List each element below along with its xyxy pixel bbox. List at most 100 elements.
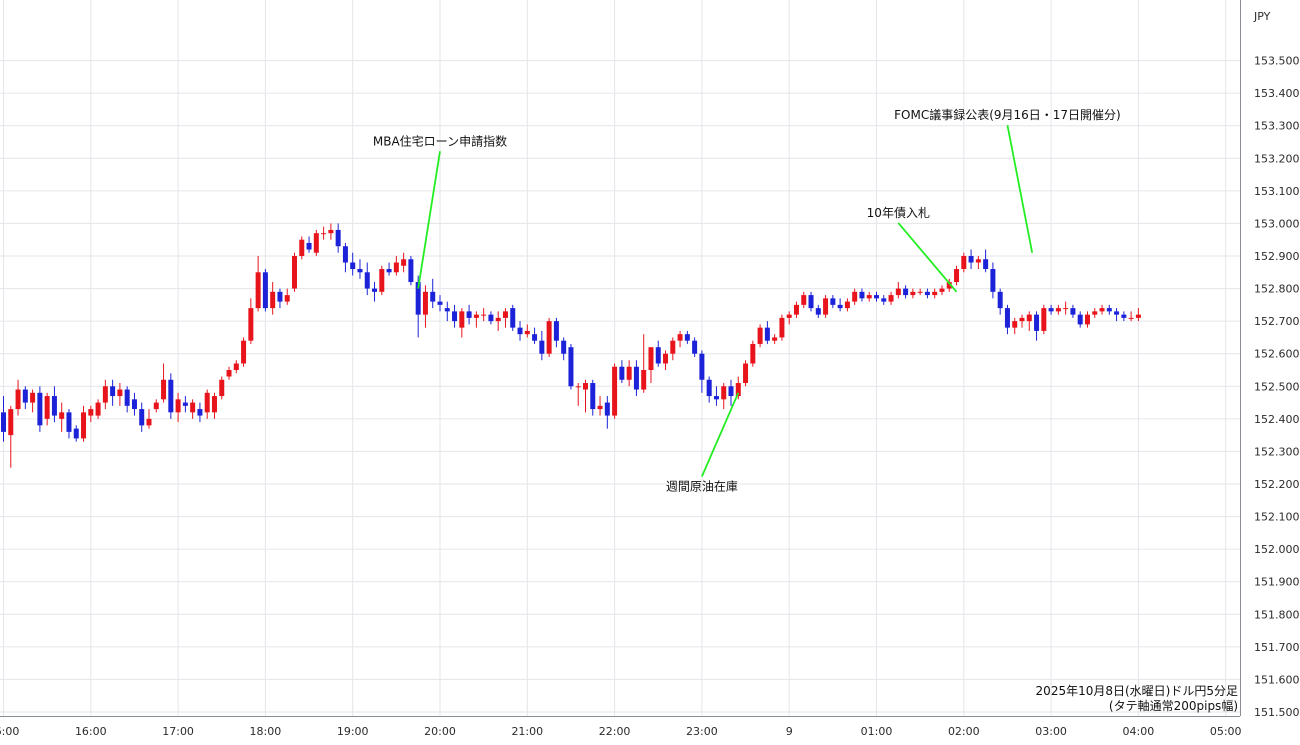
candle-up: [1012, 321, 1018, 328]
candle-up: [823, 298, 829, 315]
x-tick-label: 02:00: [948, 725, 980, 738]
candle-down: [350, 262, 356, 270]
candle-down: [903, 288, 909, 296]
y-tick-label: 153.300: [1254, 120, 1300, 133]
y-tick-label: 151.700: [1254, 641, 1300, 654]
currency-label: JPY: [1253, 10, 1271, 23]
candle-down: [1106, 308, 1112, 312]
candle-up: [495, 317, 501, 322]
candle-down: [357, 269, 363, 273]
candle-up: [597, 405, 603, 410]
candle-up: [583, 383, 588, 390]
x-tick-label: 20:00: [424, 725, 456, 738]
x-tick-label: 23:00: [686, 725, 718, 738]
candle-up: [8, 409, 14, 436]
candle-up: [473, 314, 479, 318]
candle-up: [146, 418, 152, 426]
candle-up: [1055, 308, 1061, 312]
candle-down: [1077, 314, 1083, 325]
candle-up: [299, 239, 305, 256]
annotation-line: [897, 222, 958, 293]
candle-up: [648, 347, 654, 370]
y-tick-label: 151.800: [1254, 608, 1300, 621]
candle-up: [844, 301, 850, 309]
candle-up: [219, 379, 225, 397]
x-tick-label: 9: [786, 725, 793, 738]
y-tick-label: 153.100: [1254, 185, 1300, 198]
candle-up: [975, 259, 981, 263]
candle-down: [604, 402, 610, 416]
candle-up: [1135, 314, 1141, 318]
candle-down: [837, 304, 843, 309]
candle-down: [466, 311, 472, 318]
candle-up: [1063, 308, 1069, 310]
candle-up: [59, 412, 65, 419]
candle-up: [524, 330, 530, 335]
candle-down: [517, 327, 523, 335]
candle-down: [968, 256, 974, 263]
candle-up: [779, 317, 785, 338]
candle-down: [1034, 314, 1040, 331]
y-tick-label: 153.400: [1254, 87, 1300, 100]
annotation-line: [701, 392, 740, 477]
candle-up: [161, 379, 167, 400]
candle-down: [66, 412, 72, 432]
candle-down: [1004, 308, 1010, 328]
chart-caption-line2: (タテ軸通常200pips幅): [1109, 698, 1238, 713]
candle-down: [983, 259, 989, 270]
candle-up: [255, 272, 261, 309]
candle-down: [997, 291, 1003, 309]
candle-up: [459, 311, 465, 328]
candle-up: [612, 366, 618, 416]
candle-down: [364, 272, 370, 289]
y-tick-label: 152.200: [1254, 478, 1300, 491]
candle-up: [939, 288, 945, 292]
candle-up: [917, 291, 923, 293]
candle-up: [888, 295, 894, 302]
candle-up: [211, 396, 217, 413]
candle-up: [328, 229, 334, 234]
candle-up: [81, 412, 87, 439]
x-tick-label: 01:00: [861, 725, 893, 738]
candle-down: [561, 340, 567, 354]
y-tick-label: 152.800: [1254, 283, 1300, 296]
candle-up: [44, 396, 50, 419]
candle-up: [393, 262, 399, 273]
y-tick-label: 152.900: [1254, 250, 1300, 263]
candle-up: [204, 392, 210, 413]
candle-up: [793, 304, 799, 315]
candle-down: [692, 340, 698, 354]
candle-down: [430, 291, 436, 302]
candle-up: [502, 311, 508, 318]
annotation-line: [1006, 125, 1034, 253]
candle-down: [262, 272, 268, 309]
chart-caption-line1: 2025年10月8日(水曜日)ドル円5分足: [1036, 684, 1238, 698]
candle-up: [1128, 317, 1134, 319]
candle-down: [452, 311, 458, 322]
x-tick-label: 16:00: [0, 725, 19, 738]
grid: [0, 0, 1240, 716]
y-tick-label: 152.400: [1254, 413, 1300, 426]
candle-down: [1048, 308, 1054, 312]
candle-up: [743, 363, 749, 384]
candle-up: [677, 334, 683, 341]
candle-up: [1099, 308, 1105, 312]
candle-down: [510, 308, 516, 328]
candle-down: [553, 321, 559, 341]
candle-up: [313, 233, 319, 253]
candle-down: [1, 412, 6, 432]
candle-down: [386, 269, 392, 273]
candle-up: [292, 256, 297, 289]
candle-up: [1041, 308, 1047, 331]
candle-up: [663, 353, 669, 364]
candle-up: [575, 386, 581, 388]
candle-up: [954, 269, 960, 283]
candles: [1, 223, 1141, 468]
x-tick-label: 16:00: [75, 725, 107, 738]
candle-down: [408, 259, 414, 283]
annotation-line: [417, 151, 441, 289]
candle-down: [306, 242, 312, 250]
candle-down: [37, 392, 43, 426]
candle-down: [874, 295, 879, 299]
